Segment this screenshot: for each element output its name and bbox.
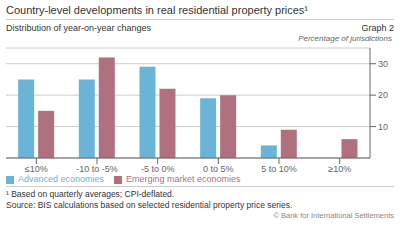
svg-text:≤10%: ≤10% [25, 164, 48, 174]
html-text:Graph 2: Graph 2 [361, 23, 394, 33]
html-text:Emerging market economies: Emerging market economies [126, 174, 241, 184]
svg-text:≥10%: ≥10% [328, 164, 351, 174]
svg-text:0 to 5%: 0 to 5% [203, 164, 234, 174]
svg-text:10: 10 [378, 122, 388, 132]
svg-text:20: 20 [378, 90, 388, 100]
html-text:Country-level developments in: Country-level developments in real resid… [6, 4, 308, 16]
svg-text:30: 30 [378, 59, 388, 69]
html-text:© Bank for International Settl: © Bank for International Settlements [273, 211, 394, 220]
svg-text:-5 to 0%: -5 to 0% [141, 164, 175, 174]
html-text:Percentage of jurisdictions: Percentage of jurisdictions [298, 34, 392, 43]
svg-text:-10 to -5%: -10 to -5% [76, 164, 118, 174]
html-text:Distribution of year-on-year c: Distribution of year-on-year changes [6, 23, 152, 33]
html-text:Advanced economies: Advanced economies [18, 174, 105, 184]
html-text:Source: BIS calculations based: Source: BIS calculations based on select… [6, 200, 293, 210]
html-text:¹ Based on quarterly averages;: ¹ Based on quarterly averages; CPI-defla… [6, 189, 175, 199]
svg-text:5 to 10%: 5 to 10% [261, 164, 297, 174]
